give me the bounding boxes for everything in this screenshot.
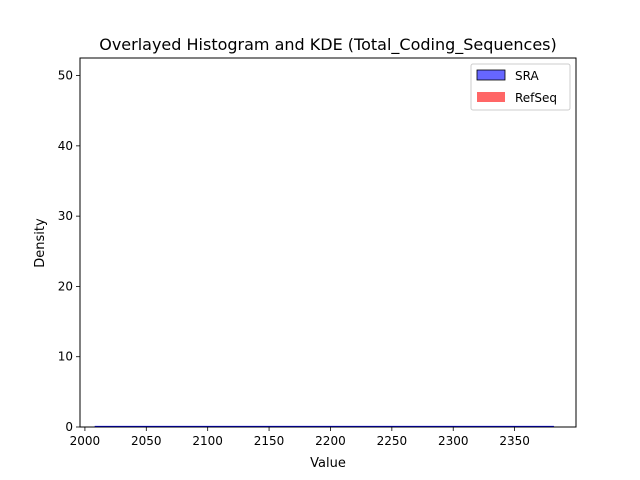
y-tick-label: 50: [58, 69, 73, 83]
x-tick-label: 2150: [254, 434, 285, 448]
y-tick-label: 0: [65, 420, 73, 434]
x-tick-label: 2200: [315, 434, 346, 448]
y-tick-label: 40: [58, 139, 73, 153]
y-tick-label: 20: [58, 279, 73, 293]
y-tick-label: 30: [58, 209, 73, 223]
y-tick-label: 10: [58, 350, 73, 364]
y-axis-label: Density: [33, 218, 48, 268]
x-tick-label: 2050: [131, 434, 162, 448]
y-axis-ticks: 0 10 20 30 40 50: [58, 69, 80, 434]
x-axis-label: Value: [310, 456, 346, 471]
plot-area: 2000 2050 2100 2150 2200 2250 2300 2350 0 10 20 30…: [58, 57, 577, 448]
axes-frame: [79, 57, 577, 428]
legend-label-sra: SRA: [515, 69, 539, 83]
legend-swatch-sra: [476, 69, 506, 81]
legend: SRA RefSeq: [470, 63, 571, 111]
x-tick-label: 2300: [438, 434, 469, 448]
x-tick-label: 2100: [192, 434, 223, 448]
chart-title: Overlayed Histogram and KDE (Total_Codin…: [99, 35, 557, 55]
x-tick-label: 2250: [377, 434, 408, 448]
x-tick-label: 2350: [499, 434, 530, 448]
x-tick-label: 2000: [70, 434, 101, 448]
legend-swatch-refseq: [477, 92, 505, 102]
x-axis-ticks: 2000 2050 2100 2150 2200 2250 2300 2350: [70, 427, 530, 448]
legend-label-refseq: RefSeq: [515, 91, 557, 105]
